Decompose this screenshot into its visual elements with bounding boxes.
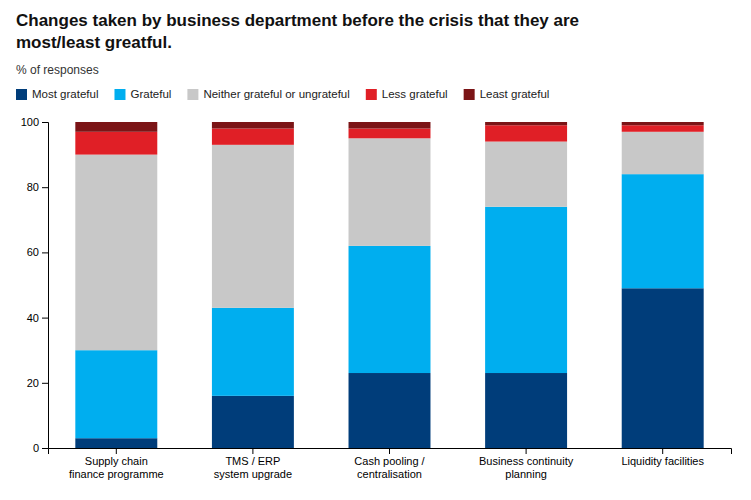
chart: Changes taken by business department bef… xyxy=(0,0,751,500)
bar xyxy=(485,125,567,141)
x-tick: Cash pooling /centralisation xyxy=(354,448,425,480)
x-tick-label-line: planning xyxy=(505,468,547,480)
y-axis: 0 20 40 60 80 100 xyxy=(21,116,49,454)
bars xyxy=(75,122,703,448)
x-axis-line xyxy=(49,449,732,455)
bar xyxy=(349,373,431,448)
x-tick-label: Liquidity facilities xyxy=(621,455,704,467)
legend-swatch xyxy=(187,89,198,100)
x-tick-line xyxy=(252,448,253,454)
bar xyxy=(349,246,431,373)
y-tick-line xyxy=(42,318,48,319)
bar xyxy=(622,288,704,448)
bar xyxy=(75,350,157,438)
legend-label: Neither grateful or ungrateful xyxy=(203,88,349,100)
bar xyxy=(75,155,157,351)
legend-swatch xyxy=(114,89,125,100)
bar xyxy=(212,396,294,448)
x-tick: TMS / ERPsystem upgrade xyxy=(214,448,292,480)
x-tick-line xyxy=(116,448,117,454)
bar xyxy=(622,122,704,125)
x-tick: Business continuityplanning xyxy=(479,448,574,480)
title-line: most/least greatful. xyxy=(16,33,172,52)
x-tick: Liquidity facilities xyxy=(621,448,704,467)
y-tick: 40 xyxy=(27,312,48,324)
bar xyxy=(485,373,567,448)
x-tick-label-line: centralisation xyxy=(357,468,422,480)
title: Changes taken by business department bef… xyxy=(16,11,579,52)
legend-item: Least grateful xyxy=(464,88,550,100)
bar xyxy=(75,132,157,155)
y-tick-line xyxy=(42,122,48,123)
x-tick-label: TMS / ERPsystem upgrade xyxy=(214,455,292,480)
x-tick-label-line: Supply chain xyxy=(85,455,148,467)
bar xyxy=(349,122,431,129)
y-tick-label: 20 xyxy=(27,377,39,389)
y-tick-line xyxy=(42,448,48,449)
bar xyxy=(622,174,704,288)
x-tick-label-line: Liquidity facilities xyxy=(621,455,704,467)
x-axis: Supply chainfinance programme TMS / ERPsy… xyxy=(49,448,732,480)
y-tick-label: 40 xyxy=(27,312,39,324)
y-tick-label: 0 xyxy=(33,442,39,454)
bar xyxy=(622,125,704,132)
legend-label: Most grateful xyxy=(32,88,98,100)
x-tick-label: Business continuityplanning xyxy=(479,455,574,480)
y-tick: 80 xyxy=(27,181,48,193)
y-tick-line xyxy=(42,252,48,253)
x-tick-label-line: TMS / ERP xyxy=(225,455,280,467)
subtitle: % of responses xyxy=(16,63,99,77)
title-line: Changes taken by business department bef… xyxy=(16,11,579,30)
legend-swatch xyxy=(464,89,475,100)
legend: Most grateful Grateful Neither grateful or… xyxy=(16,88,549,100)
x-tick-label: Cash pooling /centralisation xyxy=(354,455,425,480)
bar xyxy=(212,308,294,396)
legend-swatch xyxy=(16,89,27,100)
x-tick-line xyxy=(662,448,663,454)
bar xyxy=(212,122,294,129)
series xyxy=(75,132,703,350)
y-tick-line xyxy=(42,187,48,188)
y-tick: 100 xyxy=(21,116,48,128)
y-tick-label: 80 xyxy=(27,181,39,193)
y-tick: 0 xyxy=(33,442,48,454)
bar xyxy=(485,207,567,373)
x-tick-label-line: Business continuity xyxy=(479,455,574,467)
legend-label: Grateful xyxy=(130,88,171,100)
x-tick-line xyxy=(526,448,527,454)
bar xyxy=(75,122,157,132)
y-tick: 20 xyxy=(27,377,48,389)
x-tick: Supply chainfinance programme xyxy=(69,448,164,480)
x-tick-label: Supply chainfinance programme xyxy=(69,455,164,480)
x-tick-label-line: Cash pooling / xyxy=(354,455,425,467)
bar xyxy=(485,142,567,207)
series xyxy=(75,125,703,154)
legend-item: Grateful xyxy=(114,88,171,100)
series xyxy=(75,122,703,132)
x-tick-label-line: finance programme xyxy=(69,468,164,480)
legend-item: Most grateful xyxy=(16,88,98,100)
y-tick-label: 100 xyxy=(21,116,39,128)
legend-label: Less grateful xyxy=(382,88,448,100)
legend-swatch xyxy=(366,89,377,100)
bar xyxy=(349,138,431,246)
legend-item: Less grateful xyxy=(366,88,448,100)
plot: 0 20 40 60 80 100 Supply chainfinance programm… xyxy=(21,116,732,480)
bar xyxy=(622,132,704,174)
y-tick-label: 60 xyxy=(27,246,39,258)
y-tick-line xyxy=(42,383,48,384)
bar xyxy=(75,438,157,448)
x-tick-line xyxy=(389,448,390,454)
bar xyxy=(212,145,294,308)
y-tick: 60 xyxy=(27,246,48,258)
bar xyxy=(485,122,567,125)
bar xyxy=(349,129,431,139)
legend-item: Neither grateful or ungrateful xyxy=(187,88,349,100)
y-axis-line xyxy=(42,123,49,449)
x-tick-label-line: system upgrade xyxy=(214,468,292,480)
legend-label: Least grateful xyxy=(480,88,550,100)
bar xyxy=(212,129,294,145)
